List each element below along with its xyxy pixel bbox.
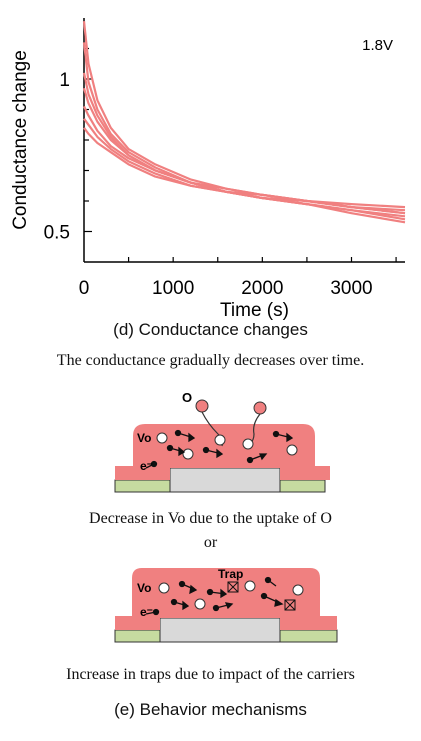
bottom-electrode [159,617,281,643]
vacancy-icon [292,584,304,596]
description-d: The conductance gradually decreases over… [56,352,365,369]
oxygen-atom [195,399,209,413]
mechanism-diagram-traps: Trap Vo e⁻ [114,567,338,643]
voltage-annotation: 1.8V [362,37,393,54]
x-tick-label: 0 [79,278,90,299]
mechanism-diagram-oxygen-uptake: O Vo e⁻ [114,390,330,493]
vacancy-icon [244,580,256,592]
bottom-electrode [169,467,281,493]
electron-label: e⁻ [140,605,153,619]
oxide-layer [115,568,337,630]
y-tick-label: 1 [59,70,70,91]
conductance-series-line [82,87,406,209]
chart-labels: 0 1000 2000 3000 0.5 1 Time (s) Conductance cha… [10,37,393,320]
x-tick-label: 3000 [330,278,372,299]
y-tick-label: 0.5 [44,223,70,244]
vacancy-icon [214,434,226,446]
conductance-series-line [82,72,406,212]
conductance-series-line [82,20,406,215]
chart-axes [83,18,405,263]
oxygen-label: O [182,390,192,405]
y-axis-label: Conductance change [10,50,31,230]
oxide-layer [115,424,330,480]
mechanism-text-or: or [203,534,218,551]
vacancy-icon [242,438,254,450]
conductance-chart: 0 1000 2000 3000 0.5 1 Time (s) Conductance cha… [10,18,406,320]
vacancy-icon [286,444,298,456]
vacancy-label: Vo [137,581,151,595]
chart-series [82,20,406,224]
electron-arrows [145,429,294,469]
conductance-series-line [83,127,406,224]
vacancy-icon [194,598,206,610]
conductance-series-line [83,105,406,215]
vacancy-icon [182,448,194,460]
oxygen-atom [253,401,267,415]
trap-icon [227,581,296,611]
x-axis-label: Time (s) [220,300,289,320]
vacancy-icon [158,582,170,594]
x-tick-label: 1000 [152,278,194,299]
x-tick-label: 2000 [241,278,283,299]
caption-d: (d) Conductance changes [113,320,308,339]
caption-e: (e) Behavior mechanisms [114,700,307,719]
conductance-series-line [82,42,406,218]
trap-label: Trap [218,567,243,581]
electron-label: e⁻ [140,459,153,473]
mechanism-text-vo: Decrease in Vo due to the uptake of O [89,510,332,527]
mechanism-text-traps: Increase in traps due to impact of the c… [66,666,355,683]
vacancy-label: Vo [137,431,151,445]
vacancy-icon [156,432,168,444]
electron-arrows [145,576,284,616]
